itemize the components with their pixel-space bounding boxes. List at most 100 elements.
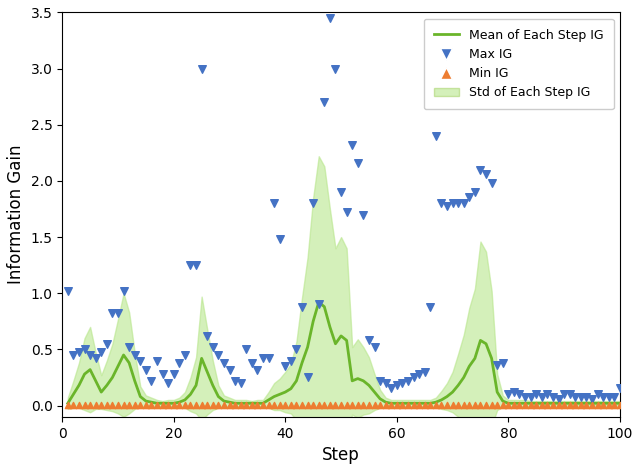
Point [152, 402, 162, 409]
Point [135, 357, 145, 365]
Point [285, 357, 296, 365]
Point [531, 402, 541, 409]
Point [492, 402, 502, 409]
Point [157, 402, 168, 409]
Point [157, 370, 168, 378]
Point [342, 402, 352, 409]
Point [252, 366, 262, 374]
Point [291, 346, 301, 353]
Point [336, 188, 346, 196]
Point [425, 402, 435, 409]
Point [486, 179, 497, 187]
Point [576, 402, 586, 409]
Point [542, 390, 552, 398]
Point [124, 402, 134, 409]
Point [108, 402, 118, 409]
Point [576, 393, 586, 400]
Point [246, 359, 257, 366]
Point [447, 200, 458, 207]
Point [213, 351, 223, 359]
Point [141, 402, 151, 409]
Legend: Mean of Each Step IG, Max IG, Min IG, Std of Each Step IG: Mean of Each Step IG, Max IG, Min IG, St… [424, 19, 614, 109]
Point [431, 402, 441, 409]
Point [420, 368, 430, 375]
Point [408, 402, 419, 409]
Point [303, 402, 313, 409]
Point [85, 402, 95, 409]
Point [258, 355, 268, 362]
Point [319, 98, 330, 106]
Point [168, 402, 179, 409]
Point [525, 393, 536, 400]
Point [314, 300, 324, 308]
Point [570, 393, 580, 400]
Point [476, 166, 486, 173]
Point [598, 393, 608, 400]
Point [408, 374, 419, 381]
Point [275, 236, 285, 243]
Point [381, 402, 391, 409]
Point [308, 402, 318, 409]
Point [124, 343, 134, 351]
X-axis label: Step: Step [322, 446, 360, 464]
Point [520, 393, 530, 400]
Point [381, 379, 391, 387]
Point [129, 402, 140, 409]
Point [548, 393, 558, 400]
Point [186, 402, 196, 409]
Point [74, 348, 84, 356]
Point [202, 332, 212, 340]
Point [559, 390, 569, 398]
Point [319, 402, 330, 409]
Point [68, 351, 79, 359]
Point [347, 141, 357, 149]
Point [498, 359, 508, 366]
Point [537, 393, 547, 400]
Point [191, 261, 201, 269]
Point [207, 402, 218, 409]
Point [74, 402, 84, 409]
Point [358, 211, 369, 219]
Point [129, 351, 140, 359]
Point [291, 402, 301, 409]
Point [147, 402, 157, 409]
Point [515, 390, 525, 398]
Point [236, 402, 246, 409]
Point [91, 355, 101, 362]
Point [180, 402, 190, 409]
Point [280, 402, 291, 409]
Point [308, 200, 318, 207]
Point [442, 202, 452, 210]
Point [369, 343, 380, 351]
Point [174, 359, 184, 366]
Point [431, 132, 441, 140]
Point [163, 379, 173, 387]
Point [559, 402, 569, 409]
Point [102, 402, 112, 409]
Point [180, 351, 190, 359]
Point [353, 159, 363, 167]
Point [392, 402, 402, 409]
Point [191, 402, 201, 409]
Point [91, 402, 101, 409]
Point [481, 402, 491, 409]
Point [593, 390, 603, 398]
Point [554, 402, 564, 409]
Point [564, 402, 575, 409]
Point [492, 361, 502, 369]
Point [108, 309, 118, 317]
Point [509, 402, 519, 409]
Point [464, 402, 474, 409]
Point [604, 402, 614, 409]
Point [135, 402, 145, 409]
Point [447, 402, 458, 409]
Point [470, 402, 480, 409]
Point [118, 402, 129, 409]
Y-axis label: Information Gain: Information Gain [7, 145, 25, 284]
Point [147, 377, 157, 385]
Point [436, 200, 447, 207]
Point [459, 402, 469, 409]
Point [604, 393, 614, 400]
Point [347, 402, 357, 409]
Point [280, 363, 291, 370]
